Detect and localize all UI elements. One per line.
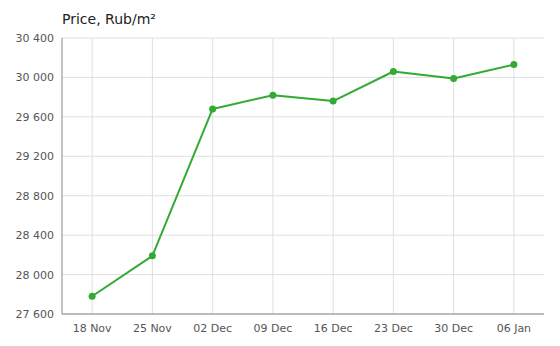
marker bbox=[510, 61, 517, 68]
x-grid-line bbox=[212, 38, 213, 314]
x-grid-line bbox=[272, 38, 273, 314]
x-tick-label: 30 Dec bbox=[434, 322, 473, 335]
y-tick-label: 27 600 bbox=[16, 308, 55, 321]
y-tick-label: 28 400 bbox=[16, 229, 55, 242]
line bbox=[92, 65, 514, 297]
axes: 27 600 28 000 28 400 28 800 29 200 29 600 30 0… bbox=[16, 32, 545, 335]
marker bbox=[149, 252, 156, 259]
x-grid-line bbox=[393, 38, 394, 314]
y-tick-label: 28 800 bbox=[16, 190, 55, 203]
y-grid-line bbox=[62, 38, 544, 39]
x-tick-label: 02 Dec bbox=[193, 322, 232, 335]
marker bbox=[450, 75, 457, 82]
marker bbox=[89, 293, 96, 300]
x-grid-line bbox=[333, 38, 334, 314]
x-grid-line bbox=[152, 38, 153, 314]
marker bbox=[330, 98, 337, 105]
x-tick-label: 06 Jan bbox=[497, 322, 531, 335]
x-axis-line bbox=[62, 314, 544, 315]
x-grid-line bbox=[513, 38, 514, 314]
y-grid-line bbox=[62, 156, 544, 157]
y-grid-line bbox=[62, 314, 544, 315]
x-tick-label: 09 Dec bbox=[253, 322, 292, 335]
y-tick-label: 29 200 bbox=[16, 150, 55, 163]
x-tick-label: 18 Nov bbox=[73, 322, 112, 335]
y-tick-label: 28 000 bbox=[16, 269, 55, 282]
y-tick-label: 29 600 bbox=[16, 111, 55, 124]
x-tick-label: 16 Dec bbox=[314, 322, 353, 335]
title: Price, Rub/m² bbox=[62, 11, 156, 27]
y-grid-line bbox=[62, 195, 544, 196]
x-grid-line bbox=[92, 38, 93, 314]
y-grid-line bbox=[62, 274, 544, 275]
series bbox=[89, 61, 518, 300]
y-axis-line bbox=[62, 38, 63, 314]
chart-container: Price, Rub/m² 27 600 28 000 28 400 28 800 29 … bbox=[0, 0, 560, 346]
marker bbox=[269, 92, 276, 99]
grid bbox=[62, 38, 544, 314]
y-tick-label: 30 400 bbox=[16, 32, 55, 45]
x-tick-label: 25 Nov bbox=[133, 322, 172, 335]
x-tick-label: 23 Dec bbox=[374, 322, 413, 335]
y-grid-line bbox=[62, 77, 544, 78]
y-grid-line bbox=[62, 235, 544, 236]
marker bbox=[209, 105, 216, 112]
marker bbox=[390, 68, 397, 75]
y-tick-label: 30 000 bbox=[16, 71, 55, 84]
y-grid-line bbox=[62, 116, 544, 117]
chart-svg: Price, Rub/m² 27 600 28 000 28 400 28 800 29 … bbox=[0, 0, 560, 346]
